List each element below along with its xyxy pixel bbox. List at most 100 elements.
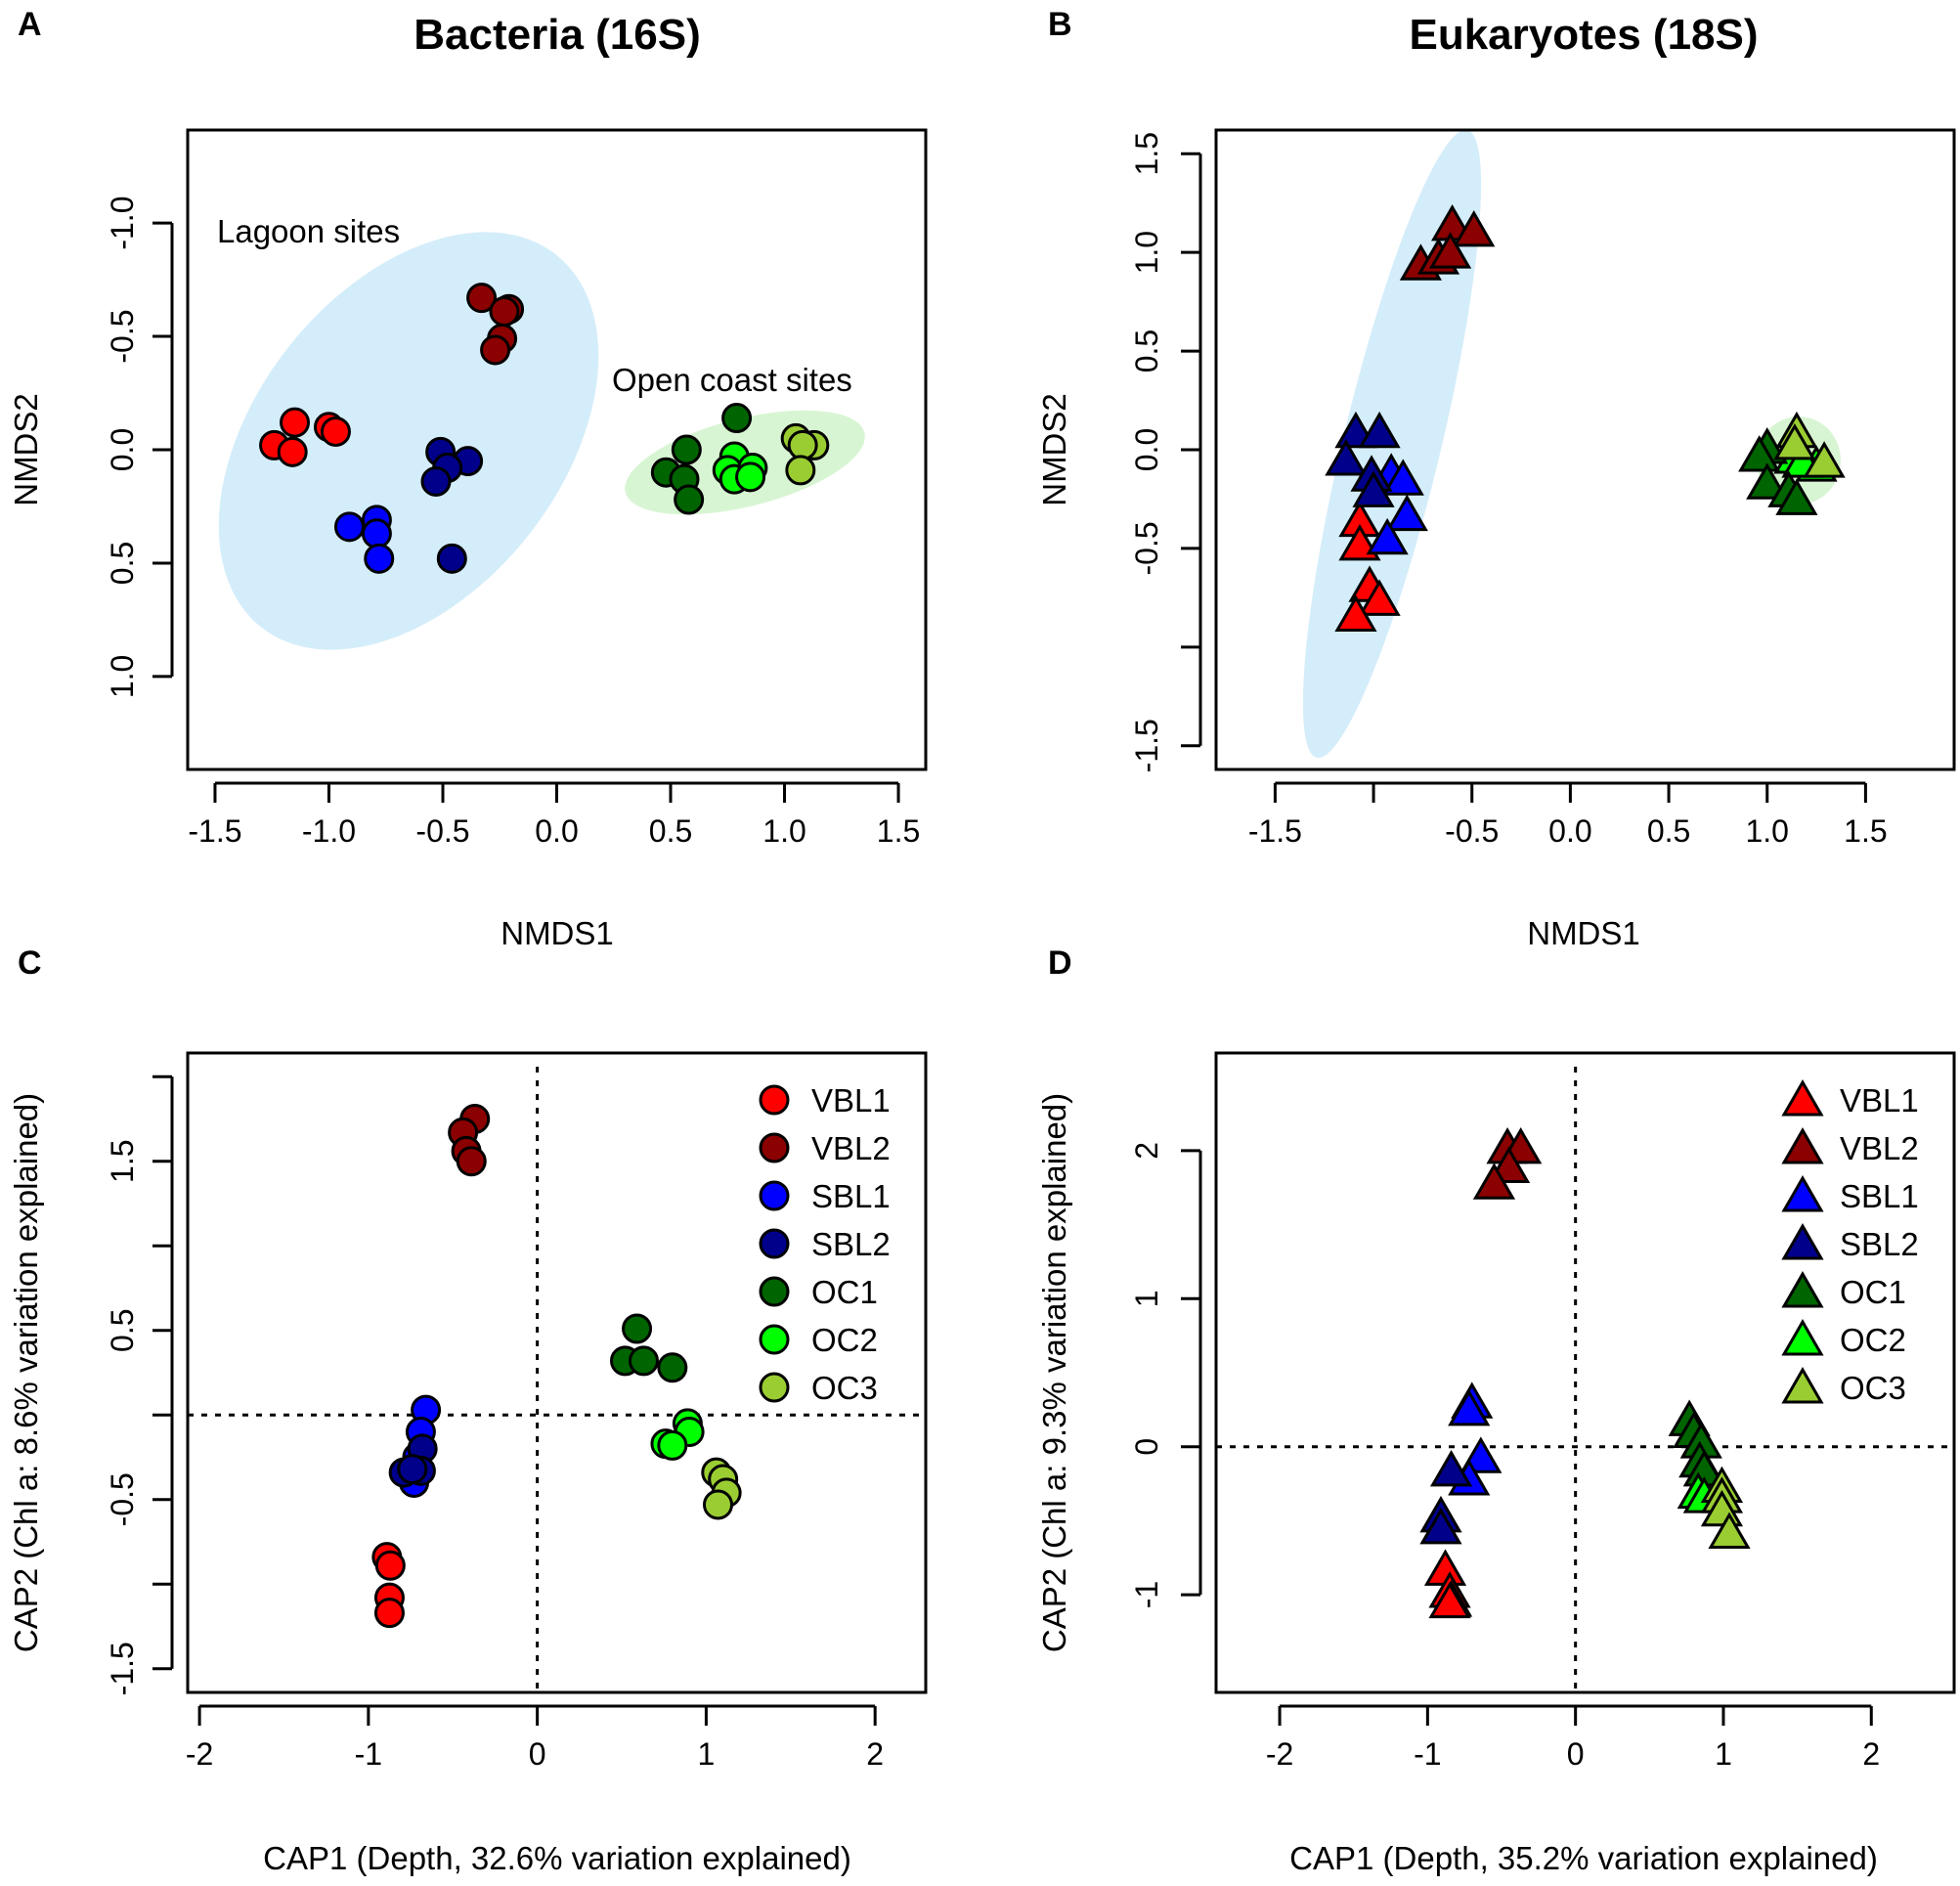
- data-point: [1472, 1162, 1516, 1200]
- x-tick-label: 0.0: [1548, 813, 1591, 849]
- x-tick-label: -1.5: [1248, 813, 1302, 849]
- legend-label: SBL2: [811, 1226, 891, 1262]
- data-point: [466, 283, 498, 314]
- panel-b: B Eukaryotes (18S) NMDS1 NMDS2 -1.5 -0.5 0…: [1036, 6, 1956, 951]
- open-coast-sites-annotation: Open coast sites: [612, 362, 852, 398]
- x-tick-label: -2: [186, 1736, 213, 1772]
- legend-item-oc2: OC2: [759, 1322, 878, 1358]
- series-oc3: [701, 1457, 742, 1520]
- panel-d-y-axis-label: CAP2 (Chl a: 9.3% variation explained): [1036, 1093, 1072, 1652]
- series-vbl2: [466, 283, 525, 366]
- series-oc1: [1738, 427, 1818, 515]
- legend-circle-icon: [759, 1276, 790, 1307]
- panel-d-x-axis-label: CAP1 (Depth, 35.2% variation explained): [1289, 1840, 1878, 1876]
- panel-b-title: Eukaryotes (18S): [1409, 11, 1758, 59]
- data-point: [721, 403, 753, 434]
- legend-label: OC2: [1840, 1322, 1906, 1358]
- data-point: [657, 1352, 688, 1383]
- y-tick-label: -0.5: [105, 1472, 140, 1526]
- y-tick-label: 0.0: [1129, 428, 1164, 471]
- legend-triangle-icon: [1781, 1319, 1824, 1356]
- data-point: [1385, 494, 1428, 532]
- legend-item-oc2: OC2: [1781, 1319, 1906, 1358]
- legend-circle-icon: [759, 1372, 790, 1403]
- series-oc1: [1668, 1399, 1725, 1487]
- series-sbl2: [420, 436, 484, 574]
- data-point: [674, 484, 705, 515]
- series-vbl2: [1399, 203, 1496, 281]
- x-tick-label: -1.5: [188, 813, 241, 849]
- data-point: [480, 334, 511, 366]
- data-point: [657, 1429, 688, 1461]
- legend-circle-icon: [759, 1132, 790, 1163]
- y-tick-label: -1: [1129, 1581, 1164, 1608]
- plot-frame: [1214, 128, 1956, 771]
- data-point: [1453, 210, 1496, 247]
- legend-label: SBL1: [811, 1178, 891, 1214]
- data-point: [373, 1598, 405, 1629]
- series-sbl1: [333, 504, 395, 574]
- legend-item-vbl1: VBL1: [1781, 1079, 1919, 1118]
- data-point: [1803, 441, 1846, 478]
- series-sbl2: [1419, 1449, 1473, 1545]
- y-tick-label: 1: [1129, 1290, 1164, 1307]
- y-tick-label: 2: [1129, 1142, 1164, 1160]
- legend-label: VBL1: [1840, 1082, 1919, 1118]
- legend-label: OC1: [811, 1274, 878, 1310]
- x-tick-label: -0.5: [415, 813, 469, 849]
- legend-triangle-icon: [1781, 1367, 1824, 1404]
- series-oc3: [1773, 411, 1846, 478]
- legend-label: SBL1: [1840, 1178, 1919, 1214]
- legend-triangle-icon: [1781, 1223, 1824, 1260]
- legend-triangle-icon: [1781, 1271, 1824, 1308]
- data-point: [489, 296, 520, 328]
- data-point: [1366, 517, 1409, 555]
- series-oc1: [650, 403, 753, 515]
- y-tick-label: 0.5: [105, 542, 140, 585]
- legend-triangle-icon: [1781, 1127, 1824, 1164]
- data-point: [1352, 470, 1395, 507]
- data-point: [735, 461, 766, 493]
- legend-label: OC2: [811, 1322, 878, 1358]
- legend-item-sbl2: SBL2: [759, 1226, 891, 1262]
- data-point: [420, 465, 452, 497]
- x-tick-label: -1.0: [302, 813, 356, 849]
- x-tick-label: 0.5: [649, 813, 692, 849]
- data-point: [1773, 423, 1816, 461]
- series-sbl2: [388, 1433, 438, 1488]
- data-point: [1358, 411, 1401, 449]
- x-tick-label: 0: [529, 1736, 546, 1772]
- legend-item-sbl2: SBL2: [1781, 1223, 1919, 1262]
- legend-label: SBL2: [1840, 1226, 1919, 1262]
- y-tick-label: 0.0: [105, 428, 140, 471]
- y-tick-label: -1.5: [1129, 719, 1164, 772]
- series-vbl2: [1472, 1126, 1543, 1200]
- panel-letter-c: C: [18, 944, 42, 982]
- data-point: [787, 429, 818, 461]
- data-point: [628, 1345, 659, 1377]
- legend-label: VBL2: [811, 1130, 891, 1166]
- series-oc2: [712, 441, 768, 495]
- series-vbl1: [259, 407, 351, 467]
- legend: VBL1 VBL2 SBL1 SBL2 OC1 OC2 OC3: [1781, 1079, 1919, 1406]
- data-point: [1381, 459, 1424, 496]
- legend-item-vbl2: VBL2: [1781, 1127, 1919, 1166]
- panel-letter-b: B: [1048, 6, 1072, 43]
- panel-a-y-axis-label: NMDS2: [8, 393, 44, 506]
- data-point: [1358, 579, 1401, 616]
- y-tick-label: -0.5: [105, 309, 140, 363]
- legend-circle-icon: [759, 1084, 790, 1116]
- legend-label: OC3: [1840, 1370, 1906, 1406]
- series-oc3: [1700, 1466, 1751, 1549]
- legend-item-vbl2: VBL2: [759, 1130, 891, 1166]
- panel-a-x-axis-label: NMDS1: [501, 915, 614, 951]
- data-point: [1325, 439, 1368, 476]
- x-tick-label: -1: [355, 1736, 382, 1772]
- y-tick-label: -1.0: [105, 197, 140, 250]
- series-oc3: [780, 422, 830, 486]
- data-point: [622, 1313, 653, 1344]
- plot-frame: [186, 128, 928, 771]
- panel-c-x-axis-label: CAP1 (Depth, 32.6% variation explained): [263, 1840, 851, 1876]
- panel-c-y-axis-label: CAP2 (Chl a: 8.6% variation explained): [8, 1093, 44, 1652]
- data-point: [1428, 1581, 1471, 1619]
